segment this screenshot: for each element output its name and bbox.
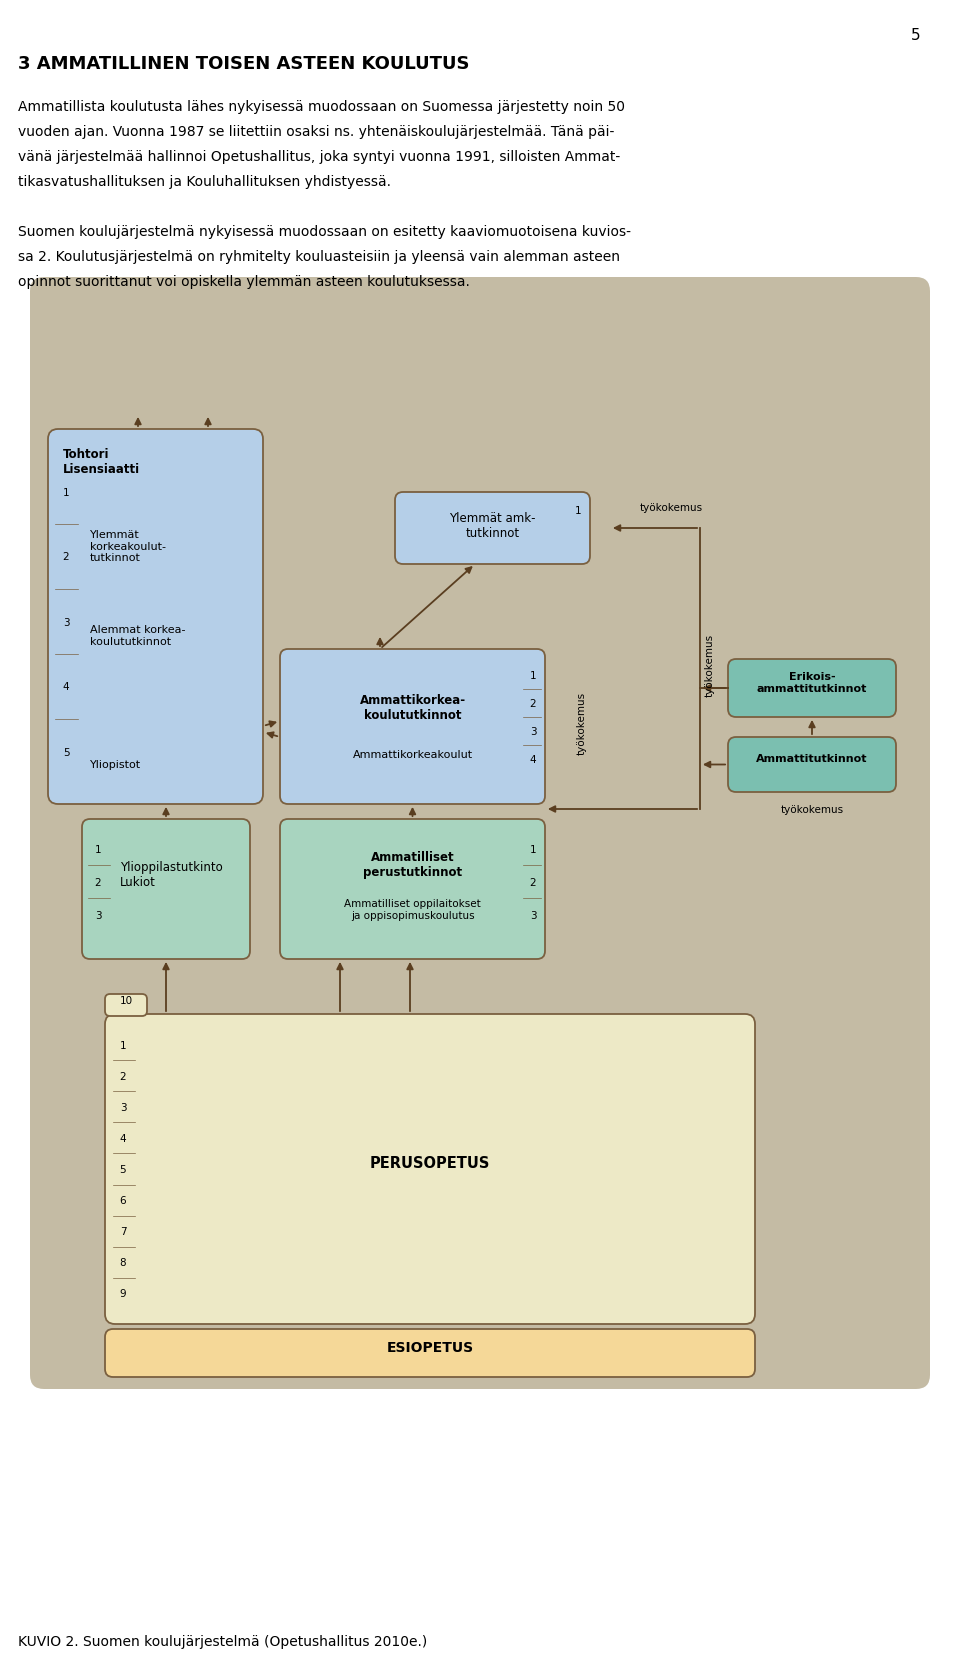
Text: työkokemus: työkokemus	[577, 691, 587, 754]
Text: 4: 4	[120, 1133, 127, 1143]
Text: Ammattikorkea-
koulututkinnot: Ammattikorkea- koulututkinnot	[359, 694, 466, 722]
Text: ESIOPETUS: ESIOPETUS	[387, 1340, 473, 1354]
Text: Ylioppilastutkinto
Lukiot: Ylioppilastutkinto Lukiot	[120, 860, 223, 889]
Text: 2: 2	[120, 1072, 127, 1082]
Text: Erikois-
ammattitutkinnot: Erikois- ammattitutkinnot	[756, 672, 867, 694]
Text: 3: 3	[530, 727, 537, 737]
Text: työkokemus: työkokemus	[705, 632, 715, 696]
Text: Ammattitutkinnot: Ammattitutkinnot	[756, 754, 868, 764]
FancyBboxPatch shape	[48, 429, 263, 804]
Text: Ammatilliset
perustutkinnot: Ammatilliset perustutkinnot	[363, 850, 462, 879]
Text: Suomen koulujärjestelmä nykyisessä muodossaan on esitetty kaaviomuotoisena kuvio: Suomen koulujärjestelmä nykyisessä muodo…	[18, 225, 631, 240]
Text: 4: 4	[530, 754, 537, 764]
Text: 3: 3	[120, 1102, 127, 1112]
Text: 1: 1	[530, 845, 537, 855]
Text: työkokemus: työkokemus	[640, 503, 703, 513]
Text: 5: 5	[910, 28, 920, 43]
FancyBboxPatch shape	[280, 819, 545, 960]
Text: 5: 5	[120, 1165, 127, 1175]
Text: Ammatilliset oppilaitokset
ja oppisopimuskoulutus: Ammatilliset oppilaitokset ja oppisopimu…	[344, 899, 481, 920]
FancyBboxPatch shape	[105, 1330, 755, 1378]
FancyBboxPatch shape	[728, 737, 896, 792]
Text: Ammatillista koulutusta lähes nykyisessä muodossaan on Suomessa järjestetty noin: Ammatillista koulutusta lähes nykyisessä…	[18, 100, 625, 113]
Text: 1: 1	[530, 671, 537, 681]
FancyBboxPatch shape	[105, 1015, 755, 1325]
Text: 7: 7	[120, 1226, 127, 1236]
Text: vuoden ajan. Vuonna 1987 se liitettiin osaksi ns. yhtenäiskoulujärjestelmää. Tän: vuoden ajan. Vuonna 1987 se liitettiin o…	[18, 125, 614, 138]
Text: 6: 6	[120, 1195, 127, 1205]
Text: tikasvatushallituksen ja Kouluhallituksen yhdistyessä.: tikasvatushallituksen ja Kouluhallitukse…	[18, 175, 391, 190]
Text: PERUSOPETUS: PERUSOPETUS	[370, 1156, 491, 1171]
Text: Ylemmät
korkeakoulut-
tutkinnot: Ylemmät korkeakoulut- tutkinnot	[90, 529, 166, 562]
Text: Alemmat korkea-
koulututkinnot: Alemmat korkea- koulututkinnot	[90, 624, 185, 646]
Text: 2: 2	[62, 552, 69, 562]
Text: 5: 5	[62, 747, 69, 757]
Text: 4: 4	[62, 682, 69, 692]
Text: opinnot suorittanut voi opiskella ylemmän asteen koulutuksessa.: opinnot suorittanut voi opiskella ylemmä…	[18, 275, 469, 290]
Text: sa 2. Koulutusjärjestelmä on ryhmitelty kouluasteisiin ja yleensä vain alemman a: sa 2. Koulutusjärjestelmä on ryhmitelty …	[18, 250, 620, 265]
Text: 1: 1	[575, 506, 582, 516]
Text: 2: 2	[530, 699, 537, 709]
Text: 3: 3	[95, 910, 102, 920]
FancyBboxPatch shape	[395, 493, 590, 564]
FancyBboxPatch shape	[280, 649, 545, 804]
Text: Tohtori
Lisensiaatti: Tohtori Lisensiaatti	[63, 448, 140, 476]
Text: Yliopistot: Yliopistot	[90, 759, 141, 769]
Text: 3: 3	[530, 910, 537, 920]
Text: 9: 9	[120, 1288, 127, 1298]
Text: 1: 1	[62, 488, 69, 498]
Text: työkokemus: työkokemus	[780, 804, 844, 814]
Text: 2: 2	[95, 877, 102, 887]
Text: 1: 1	[120, 1040, 127, 1050]
Text: KUVIO 2. Suomen koulujärjestelmä (Opetushallitus 2010e.): KUVIO 2. Suomen koulujärjestelmä (Opetus…	[18, 1634, 427, 1647]
FancyBboxPatch shape	[105, 995, 147, 1017]
Text: 2: 2	[530, 877, 537, 887]
Text: 3: 3	[62, 617, 69, 627]
Text: Ammattikorkeakoulut: Ammattikorkeakoulut	[352, 749, 472, 759]
Text: 1: 1	[95, 845, 102, 855]
FancyBboxPatch shape	[82, 819, 250, 960]
Text: 3 AMMATILLINEN TOISEN ASTEEN KOULUTUS: 3 AMMATILLINEN TOISEN ASTEEN KOULUTUS	[18, 55, 469, 73]
FancyBboxPatch shape	[30, 278, 930, 1389]
Text: 10: 10	[119, 995, 132, 1005]
Text: 8: 8	[120, 1258, 127, 1268]
FancyBboxPatch shape	[728, 659, 896, 717]
Text: Ylemmät amk-
tutkinnot: Ylemmät amk- tutkinnot	[449, 513, 536, 539]
Text: vänä järjestelmää hallinnoi Opetushallitus, joka syntyi vuonna 1991, silloisten : vänä järjestelmää hallinnoi Opetushallit…	[18, 150, 620, 163]
